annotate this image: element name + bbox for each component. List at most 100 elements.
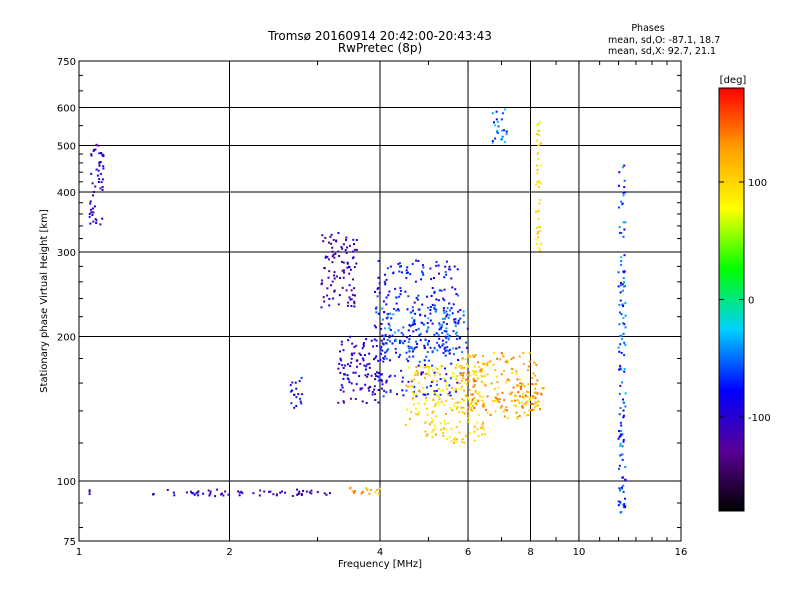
data-point <box>622 305 624 308</box>
data-point <box>623 186 626 189</box>
data-point <box>413 378 416 381</box>
data-point <box>455 332 457 335</box>
data-point <box>415 296 418 299</box>
data-point <box>437 403 440 406</box>
data-point <box>414 371 416 374</box>
data-point <box>469 355 472 358</box>
data-point <box>531 383 534 385</box>
data-point <box>535 183 538 186</box>
data-point <box>504 360 507 363</box>
data-point <box>350 298 353 301</box>
data-point <box>91 207 94 210</box>
scatter-points <box>88 108 627 514</box>
data-point <box>431 364 434 367</box>
data-point <box>496 400 499 403</box>
data-point <box>534 387 537 390</box>
data-point <box>422 393 425 396</box>
data-point <box>441 339 444 342</box>
data-point <box>297 393 300 396</box>
data-point <box>377 359 380 362</box>
data-point <box>410 411 413 413</box>
data-point <box>537 144 540 147</box>
data-point <box>618 464 621 467</box>
data-point <box>99 187 102 190</box>
data-point <box>617 271 620 274</box>
data-point <box>476 428 479 431</box>
data-point <box>439 422 442 425</box>
data-point <box>387 313 389 316</box>
data-point <box>429 346 432 349</box>
data-point <box>458 365 461 368</box>
data-point <box>618 171 621 174</box>
data-point <box>444 354 447 357</box>
data-point <box>454 366 457 369</box>
data-point <box>343 401 345 404</box>
data-point <box>438 322 441 325</box>
data-point <box>523 411 526 414</box>
data-point <box>624 466 627 468</box>
data-point <box>505 409 508 412</box>
data-point <box>623 270 626 273</box>
data-point <box>473 439 476 442</box>
data-point <box>477 377 479 380</box>
data-point <box>518 415 521 417</box>
data-point <box>457 310 460 313</box>
data-point <box>337 250 340 253</box>
data-point <box>459 373 462 376</box>
data-point <box>328 270 331 273</box>
data-point <box>376 295 379 298</box>
data-point <box>364 368 367 371</box>
data-point <box>98 178 101 181</box>
data-point <box>520 401 523 404</box>
data-point <box>398 262 401 265</box>
data-point <box>473 371 476 374</box>
data-point <box>94 148 97 151</box>
data-point <box>227 493 230 496</box>
data-point <box>362 345 365 348</box>
data-point <box>432 410 435 413</box>
data-point <box>446 307 449 310</box>
data-point <box>416 374 419 377</box>
data-point <box>437 333 440 336</box>
data-point <box>385 357 388 360</box>
data-point <box>385 381 388 384</box>
data-point <box>351 293 354 296</box>
data-point <box>535 405 538 407</box>
data-point <box>503 369 506 372</box>
data-point <box>470 409 473 411</box>
data-point <box>496 393 499 396</box>
data-point <box>461 411 464 414</box>
data-point <box>527 369 529 372</box>
data-point <box>380 327 383 330</box>
x-axis-label: Frequency [MHz] <box>338 559 422 570</box>
data-point <box>382 343 385 346</box>
data-point <box>450 427 453 430</box>
data-point <box>354 398 357 400</box>
data-point <box>197 494 200 497</box>
data-point <box>617 346 620 349</box>
data-point <box>458 336 461 339</box>
data-point <box>512 386 515 389</box>
data-point <box>620 264 622 266</box>
data-point <box>379 373 382 376</box>
data-point <box>527 391 530 394</box>
data-point <box>622 484 625 487</box>
data-point <box>384 283 387 286</box>
data-point <box>618 430 620 433</box>
data-point <box>443 288 446 291</box>
data-point <box>377 401 380 404</box>
data-point <box>482 382 485 385</box>
data-point <box>621 202 624 205</box>
data-point <box>293 406 296 409</box>
data-point <box>400 331 403 334</box>
data-point <box>619 284 622 287</box>
data-point <box>537 129 540 132</box>
data-point <box>333 274 335 277</box>
data-point <box>450 440 453 443</box>
data-point <box>300 402 303 405</box>
data-point <box>398 342 401 344</box>
data-point <box>494 137 497 140</box>
data-point <box>471 398 474 401</box>
data-point <box>473 397 476 400</box>
data-point <box>99 223 102 226</box>
